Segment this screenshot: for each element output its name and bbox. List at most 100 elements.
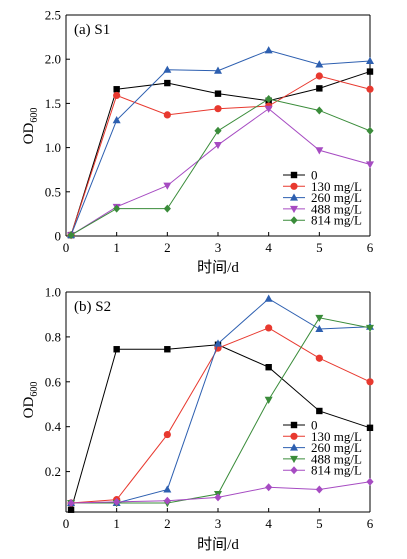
legend-marker — [290, 193, 298, 201]
data-point — [163, 430, 171, 439]
data-point — [315, 106, 323, 115]
legend-label: 0 — [311, 168, 318, 183]
y-tick-label: 0.8 — [45, 329, 61, 344]
data-point — [264, 46, 273, 54]
legend-marker — [290, 421, 298, 429]
panel-a-y-axis-title-sub: 600 — [29, 108, 40, 123]
legend-marker — [290, 466, 298, 475]
y-tick-label: 2.0 — [45, 52, 61, 67]
x-tick-label: 0 — [63, 516, 70, 531]
y-tick-label: 2.5 — [45, 8, 61, 23]
data-point — [113, 91, 121, 100]
data-point — [113, 497, 121, 506]
x-tick-label: 3 — [215, 516, 222, 531]
y-tick-label: 1.5 — [45, 96, 61, 111]
data-point — [67, 231, 75, 240]
data-point — [315, 147, 324, 155]
data-point — [163, 182, 172, 190]
legend-label: 130 mg/L — [311, 429, 362, 444]
x-tick-label: 3 — [215, 240, 222, 255]
legend-marker — [290, 205, 298, 214]
data-point — [214, 90, 222, 97]
panel-b-title: (b) S2 — [74, 299, 111, 315]
y-tick-label: 0.6 — [45, 374, 62, 389]
x-tick-label: 1 — [113, 516, 120, 531]
panel-b-series — [67, 294, 374, 513]
legend-label: 814 mg/L — [311, 463, 362, 478]
data-point — [264, 105, 273, 113]
panel-a-y-axis-title-main: OD — [21, 123, 37, 145]
data-point — [214, 105, 222, 113]
y-tick-label: 0.5 — [45, 184, 61, 199]
data-point — [214, 493, 222, 502]
panel-a-ticks: 0 1 2 3 4 5 6 0 0.5 1.0 1.5 2.0 2.5 — [45, 8, 374, 256]
x-tick-label: 2 — [164, 240, 171, 255]
data-point — [163, 204, 171, 213]
data-point — [315, 324, 324, 333]
data-point — [366, 378, 374, 386]
y-tick-label: 0.2 — [45, 464, 61, 479]
panel-a-y-axis-title: OD600 — [21, 108, 40, 145]
x-tick-label: 1 — [113, 240, 120, 255]
x-tick-label: 5 — [316, 240, 323, 255]
data-point — [366, 161, 374, 169]
data-point — [214, 339, 222, 347]
data-point — [67, 499, 75, 508]
data-point — [264, 396, 273, 404]
y-tick-label: 0.4 — [45, 419, 62, 434]
legend-marker — [290, 455, 298, 464]
legend-label: 488 mg/L — [311, 451, 362, 466]
legend-label: 260 mg/L — [311, 190, 362, 205]
legend-label: 260 mg/L — [311, 440, 362, 455]
data-point — [366, 424, 374, 432]
series-2 — [67, 324, 374, 507]
legend-marker — [290, 432, 298, 440]
data-point — [164, 79, 171, 87]
data-point — [315, 60, 324, 68]
data-point — [112, 115, 121, 124]
legend-label: 814 mg/L — [311, 213, 362, 228]
data-point — [164, 346, 171, 353]
data-point — [366, 324, 374, 333]
y-tick-label: 0 — [55, 229, 62, 244]
data-point — [163, 111, 171, 119]
data-point — [315, 485, 323, 494]
data-point — [366, 477, 374, 486]
y-tick-label: 1.0 — [45, 285, 61, 300]
data-point — [163, 496, 171, 505]
x-tick-label: 2 — [164, 516, 171, 531]
data-point — [67, 506, 75, 513]
panel-a: 0 1 2 3 4 5 6 0 0.5 1.0 1.5 2.0 2.5 (a) S1 时间/d OD60… — [21, 8, 374, 276]
data-point — [265, 324, 273, 332]
series-line — [70, 344, 371, 510]
data-point — [113, 86, 120, 93]
x-tick-label: 6 — [367, 516, 374, 531]
panel-a-series — [67, 46, 374, 240]
panel-b-y-axis-title-sub: 600 — [29, 382, 40, 397]
data-point — [113, 204, 121, 213]
data-point — [214, 126, 222, 135]
series-1 — [67, 341, 374, 513]
y-tick-label: 1.0 — [45, 140, 61, 155]
data-point — [316, 407, 323, 415]
data-point — [366, 56, 374, 64]
legend-marker — [290, 182, 298, 190]
legend-marker — [290, 443, 298, 451]
x-tick-label: 5 — [316, 516, 323, 531]
legend-label: 488 mg/L — [311, 201, 362, 216]
data-point — [214, 66, 222, 74]
data-point — [163, 65, 172, 73]
panel-a-x-axis-title: 时间/d — [197, 259, 239, 276]
data-point — [265, 483, 273, 492]
data-point — [315, 314, 324, 323]
data-point — [316, 85, 323, 92]
x-tick-label: 4 — [265, 516, 272, 531]
data-point — [315, 72, 323, 80]
panel-b-y-axis-title: OD600 — [21, 382, 40, 419]
legend-marker — [290, 216, 298, 225]
data-point — [366, 85, 374, 93]
data-point — [366, 126, 374, 135]
